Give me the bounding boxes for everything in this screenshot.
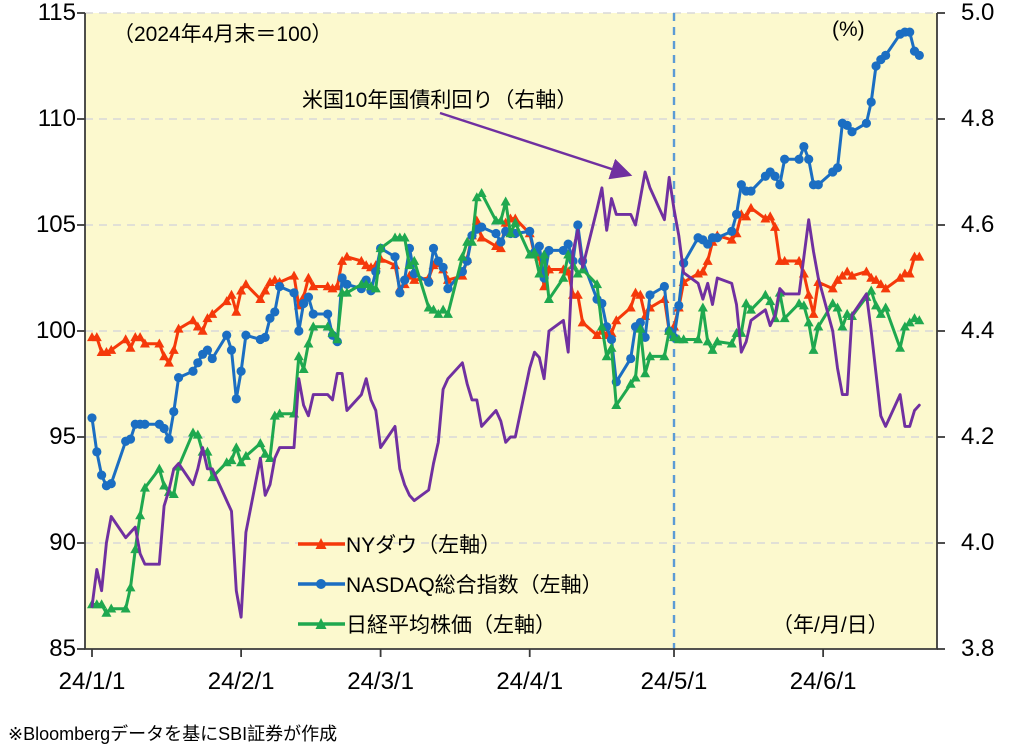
legend-label-dow: NYダウ（左軸） [346, 534, 502, 557]
x-axis-tick-label: 24/5/1 [640, 668, 708, 695]
legend-item-dow: NYダウ（左軸） [298, 531, 501, 557]
right-axis-tick-label: 4.8 [961, 105, 995, 132]
left-axis-tick-label: 95 [49, 423, 76, 450]
right-axis-tick-label: 4.0 [961, 529, 995, 556]
legend-label-nikkei: 日経平均株価（左軸） [346, 614, 556, 637]
x-axis-tick-label: 24/6/1 [789, 668, 857, 695]
series-us10y [90, 170, 921, 619]
yield-annotation-label: 米国10年国債利回り（右軸） [302, 89, 578, 112]
x-axis-tick-label: 24/4/1 [496, 668, 564, 695]
source-note: ※Bloombergデータを基にSBI証券が作成 [8, 724, 338, 744]
x-axis-tick-label: 24/2/1 [207, 668, 275, 695]
left-axis-tick-label: 110 [37, 105, 76, 132]
right-axis-unit-label: (%) [832, 18, 865, 41]
dow-line-triangle-marker-icon [298, 536, 345, 552]
series-nikkei [87, 188, 925, 617]
right-axis-tick-label: 4.6 [961, 211, 995, 238]
left-axis-tick-label: 85 [49, 635, 76, 662]
left-axis-tick-label: 100 [35, 317, 76, 344]
legend-item-nikkei: 日経平均株価（左軸） [298, 611, 556, 637]
x-axis-tick-label: 24/1/1 [58, 668, 126, 695]
legend-label-nasdaq: NASDAQ総合指数（左軸） [346, 574, 603, 597]
right-axis-tick-label: 4.2 [961, 423, 995, 450]
legend-item-nasdaq: NASDAQ総合指数（左軸） [298, 571, 603, 597]
nikkei-line-triangle-marker-icon [298, 616, 345, 632]
nasdaq-line-circle-marker-icon [298, 576, 345, 592]
date-unit-label: （年/月/日） [772, 614, 889, 637]
right-axis-tick-label: 3.8 [961, 635, 995, 662]
right-axis-tick-label: 5.0 [961, 0, 995, 26]
index-base-note: （2024年4月末＝100） [113, 23, 333, 46]
x-axis-tick-label: 24/3/1 [347, 668, 414, 695]
annotation-arrow [439, 111, 633, 180]
right-axis-tick-label: 4.4 [961, 317, 995, 344]
left-axis-tick-label: 115 [37, 0, 76, 26]
left-axis-tick-label: 105 [35, 211, 76, 238]
left-axis-tick-label: 90 [49, 529, 76, 556]
series-nasdaq [87, 27, 924, 491]
